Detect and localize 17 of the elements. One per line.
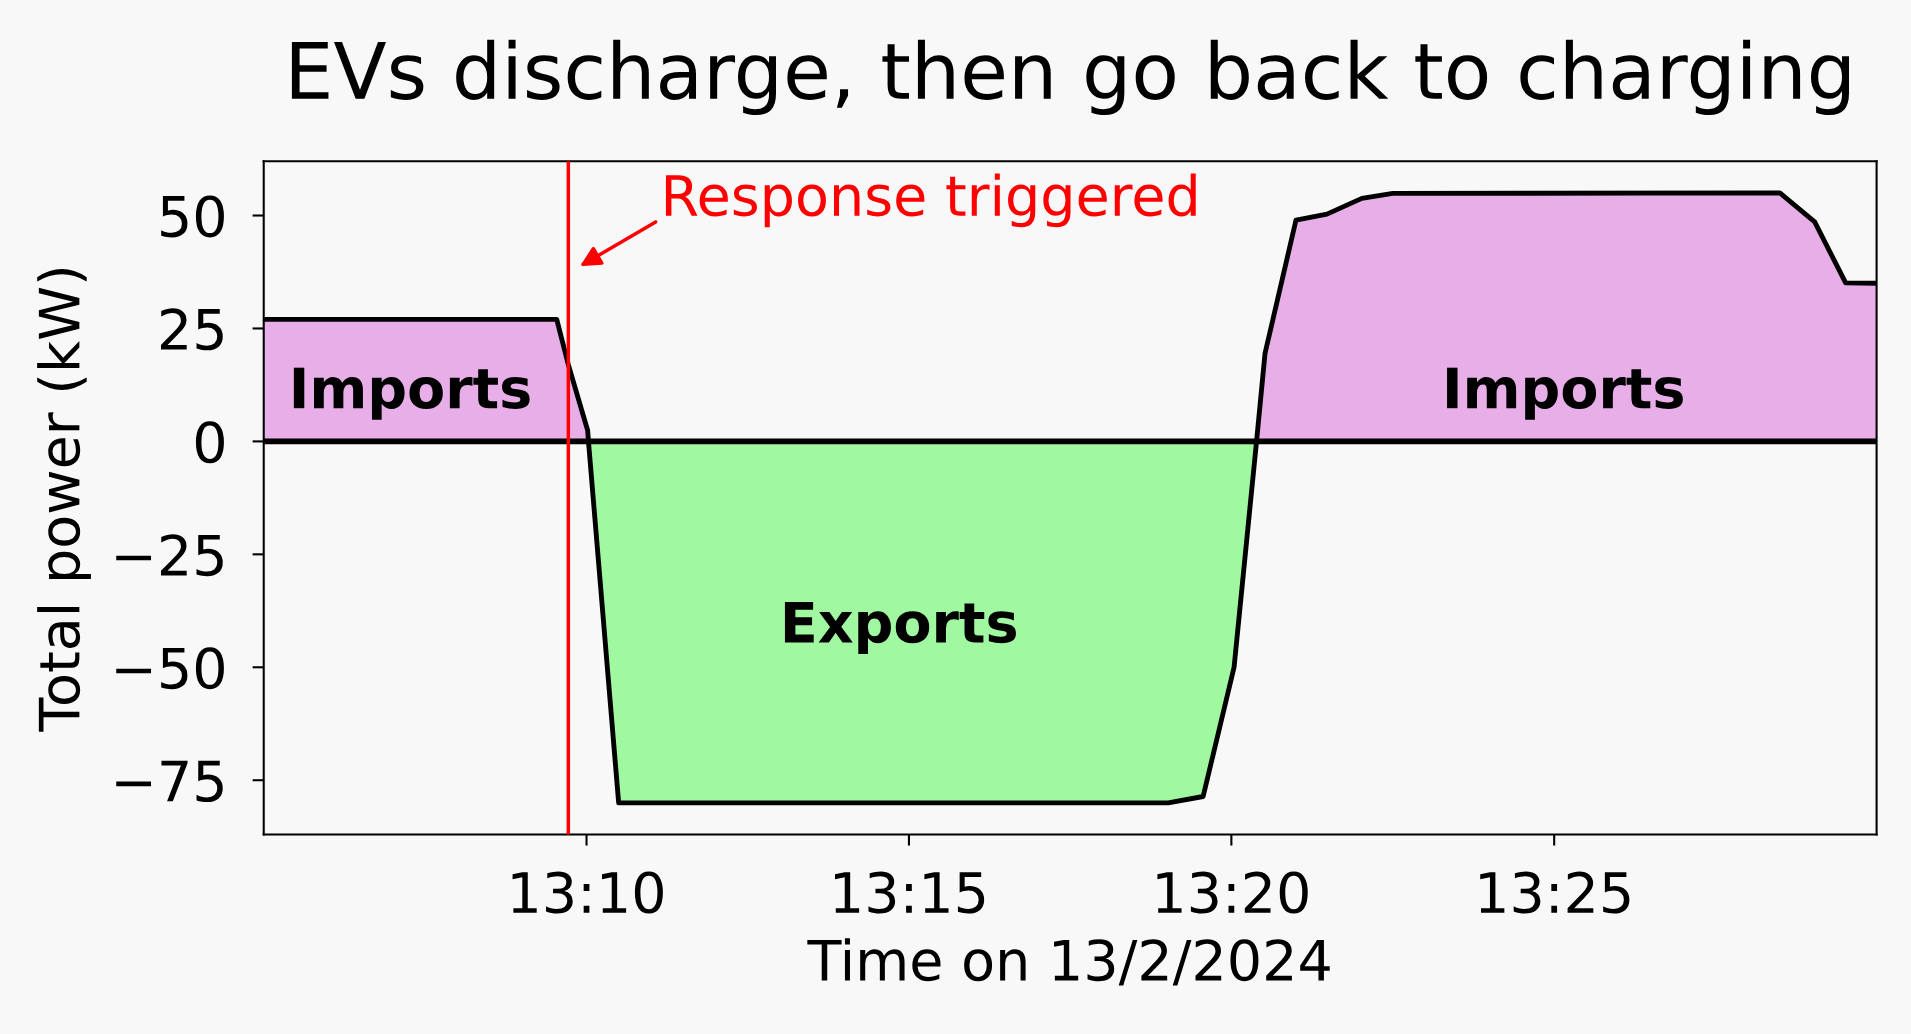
text: Imports bbox=[1447, 367, 1683, 420]
x-axis-title: Time on 13/2/2024 bbox=[807, 938, 1330, 986]
y-tick-label: −50 bbox=[116, 647, 224, 690]
y-axis-title: Total power (kW) bbox=[37, 269, 91, 732]
chart-title: EVs discharge, then go back to charging bbox=[291, 39, 1849, 115]
y-tick-label: −25 bbox=[116, 534, 223, 577]
y-tick-label: 25 bbox=[160, 308, 223, 351]
x-tick-label: 13:10 bbox=[512, 871, 663, 914]
y-tick-label: 50 bbox=[161, 195, 224, 238]
y-tick-label: 0 bbox=[195, 421, 224, 464]
series-label: Exports bbox=[784, 601, 1016, 654]
y-tick-label: −75 bbox=[116, 760, 223, 803]
x-tick-label: 13:25 bbox=[1480, 871, 1630, 914]
x-tick-label: 13:15 bbox=[835, 871, 985, 914]
annotation: Response triggered bbox=[665, 173, 1196, 228]
series-label: Imports bbox=[293, 367, 530, 420]
x-tick-label: 13:20 bbox=[1157, 871, 1308, 914]
